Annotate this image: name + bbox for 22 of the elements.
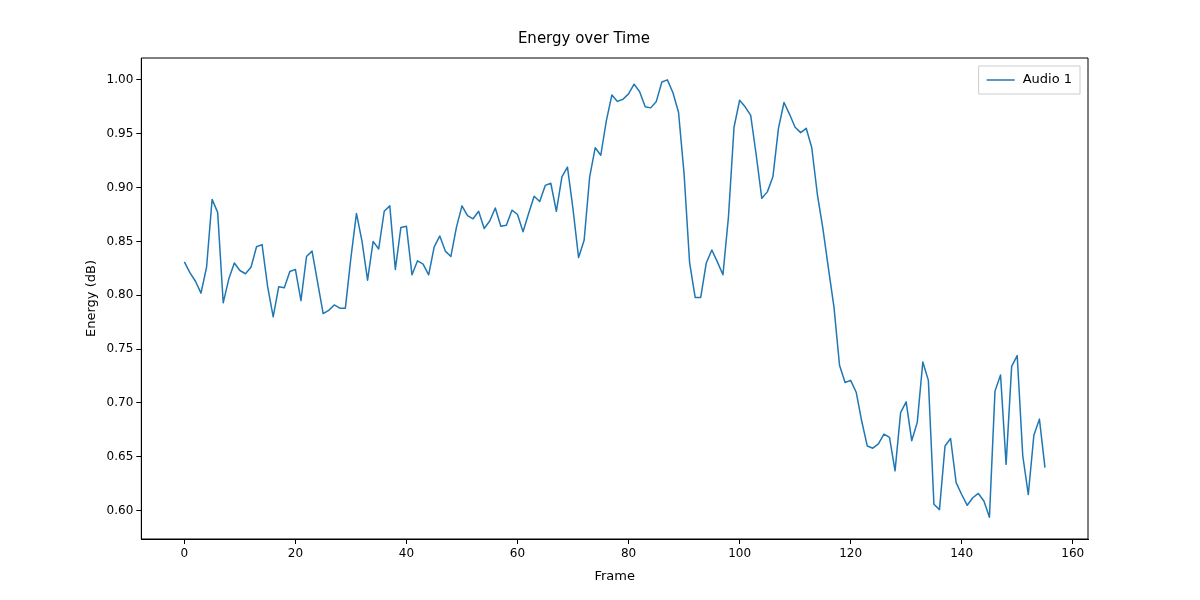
y-axis-title: Energy (dB) bbox=[83, 260, 99, 337]
y-tick-label: 0.95 bbox=[106, 125, 134, 140]
x-tick-label: 0 bbox=[180, 546, 189, 561]
y-tick-label: 0.85 bbox=[106, 233, 134, 248]
chart-title: Energy over Time bbox=[517, 28, 651, 47]
y-tick-label: 0.75 bbox=[106, 341, 134, 356]
y-tick-label: 0.80 bbox=[106, 287, 134, 302]
x-axis-title: Frame bbox=[594, 567, 635, 583]
x-tick-label: 120 bbox=[839, 546, 863, 561]
x-tick-label: 160 bbox=[1061, 546, 1085, 561]
x-tick-label: 80 bbox=[620, 546, 637, 561]
y-tick-label: 0.65 bbox=[106, 448, 134, 463]
legend-label: Audio 1 bbox=[1022, 71, 1073, 87]
y-tick-label: 0.60 bbox=[106, 502, 134, 517]
x-tick-label: 140 bbox=[950, 546, 974, 561]
x-tick-label: 40 bbox=[398, 546, 415, 561]
x-tick-label: 60 bbox=[509, 546, 526, 561]
y-tick-label: 1.00 bbox=[106, 71, 134, 86]
y-tick-label: 0.90 bbox=[106, 179, 134, 194]
x-tick-label: 20 bbox=[287, 546, 304, 561]
y-tick-label: 0.70 bbox=[106, 395, 134, 410]
x-tick-label: 100 bbox=[728, 546, 752, 561]
